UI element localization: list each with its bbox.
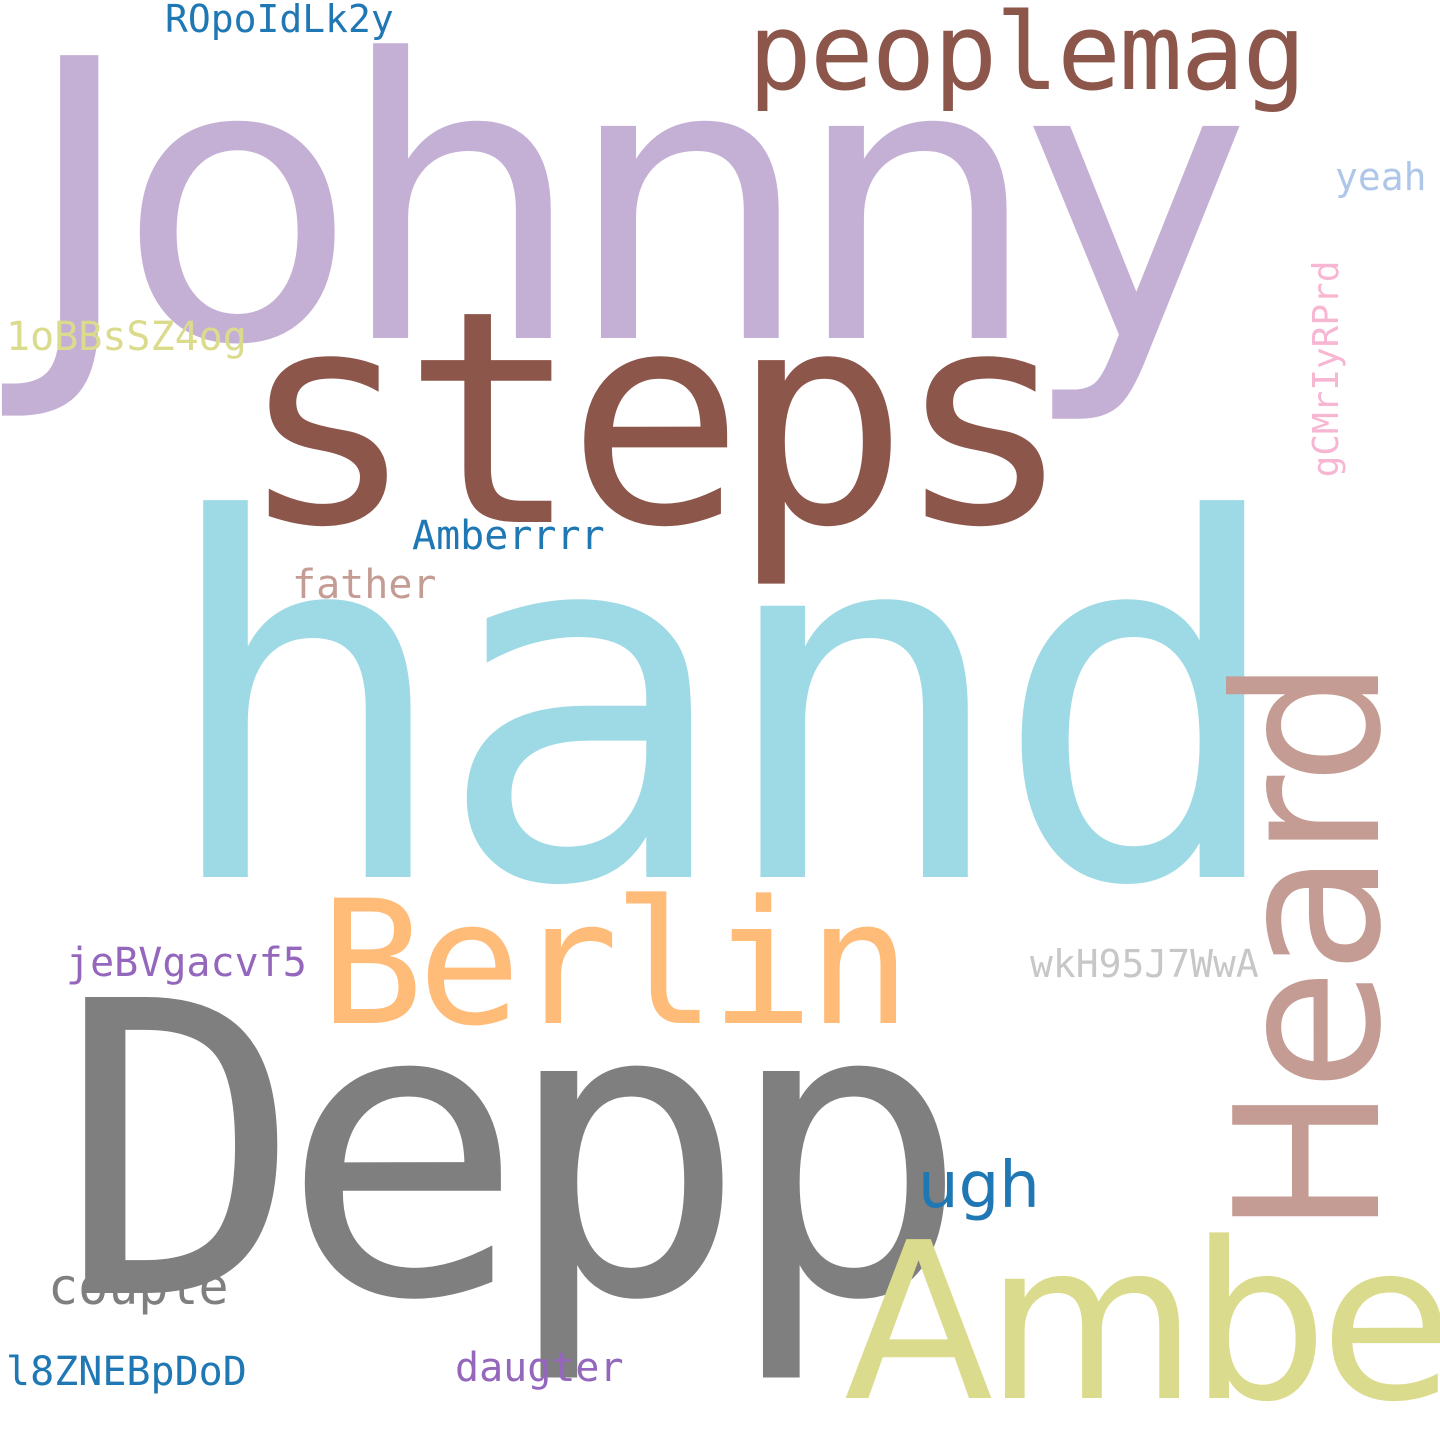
word-1obbssz4og: 1oBBsSZ4og [6,314,247,360]
word-johnny: Johnny [22,0,1251,430]
word-couple: couple [48,1258,229,1316]
word-hand: hand [156,417,1290,994]
word-depp: Depp [58,916,970,1389]
word-jebvgacvf5: jeBVgacvf5 [66,940,307,986]
word-gcmriyrprd: gCMrIyRPrd [1306,260,1347,478]
word-daugter: daugter [455,1345,624,1391]
word-l8znebpdod: l8ZNEBpDoD [6,1349,247,1395]
word-peoplemag: peoplemag [748,0,1306,114]
word-amberrrr: Amberrrr [412,513,605,559]
word-ropoidlk2y: ROpoIdLk2y [165,0,394,41]
word-ugh: ugh [918,1149,1040,1223]
word-berlin: Berlin [320,863,911,1064]
word-yeah: yeah [1335,155,1427,199]
word-steps: steps [238,247,1073,592]
word-father: father [292,562,437,608]
word-wkh95j7wwa: wkH95J7WwA [1030,942,1259,986]
word-amber: Amber [844,1197,1440,1440]
